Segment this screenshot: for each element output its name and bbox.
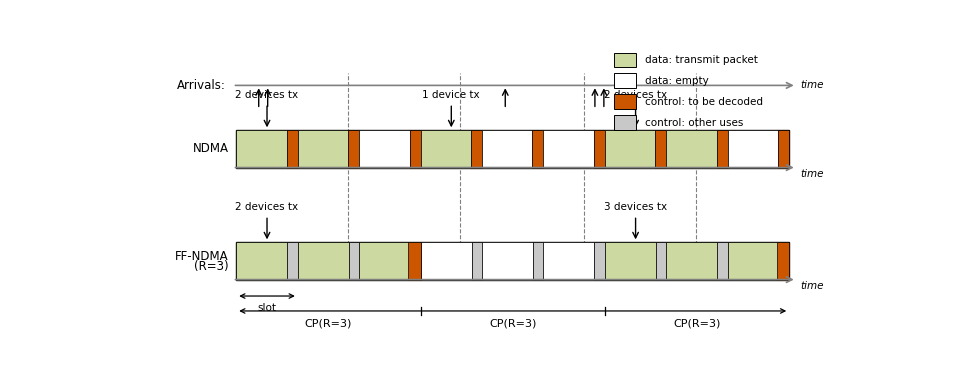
- Bar: [471, 242, 482, 280]
- Bar: [777, 242, 790, 280]
- Bar: [666, 130, 716, 168]
- Bar: [287, 242, 298, 280]
- Bar: [410, 242, 420, 280]
- Bar: [236, 242, 790, 280]
- Text: slot: slot: [257, 303, 277, 313]
- Text: CP(R=3): CP(R=3): [305, 319, 352, 328]
- Bar: [779, 242, 790, 280]
- Bar: [614, 115, 636, 130]
- Text: time: time: [800, 281, 824, 291]
- Text: 3 devices tx: 3 devices tx: [604, 203, 667, 212]
- Bar: [656, 130, 666, 168]
- Bar: [349, 242, 360, 280]
- Text: 1 device tx: 1 device tx: [422, 90, 480, 100]
- Bar: [544, 242, 595, 280]
- Text: Arrivals:: Arrivals:: [176, 79, 226, 92]
- Bar: [614, 52, 636, 68]
- Bar: [482, 130, 532, 168]
- Text: time: time: [800, 80, 824, 90]
- Text: time: time: [800, 169, 824, 179]
- Bar: [410, 130, 420, 168]
- Bar: [595, 242, 604, 280]
- Text: control: to be decoded: control: to be decoded: [645, 97, 763, 107]
- Text: CP(R=3): CP(R=3): [489, 319, 536, 328]
- Bar: [716, 130, 728, 168]
- Bar: [533, 242, 544, 280]
- Text: data: empty: data: empty: [645, 76, 709, 86]
- Bar: [728, 130, 778, 168]
- Text: NDMA: NDMA: [193, 142, 228, 155]
- Bar: [614, 73, 636, 88]
- Bar: [236, 130, 790, 168]
- Bar: [594, 130, 604, 168]
- Text: CP(R=3): CP(R=3): [673, 319, 721, 328]
- Text: 2 devices tx: 2 devices tx: [604, 90, 667, 100]
- Text: (R=3): (R=3): [194, 260, 228, 274]
- Text: FF-NDMA: FF-NDMA: [175, 250, 228, 263]
- Bar: [420, 130, 471, 168]
- Bar: [420, 242, 471, 280]
- Text: control: other uses: control: other uses: [645, 118, 743, 128]
- Bar: [614, 94, 636, 109]
- Bar: [286, 130, 298, 168]
- Bar: [544, 130, 594, 168]
- Bar: [298, 130, 348, 168]
- Text: 2 devices tx: 2 devices tx: [235, 90, 299, 100]
- Bar: [728, 242, 779, 280]
- Bar: [409, 242, 420, 280]
- Text: data: transmit packet: data: transmit packet: [645, 55, 758, 65]
- Bar: [236, 130, 286, 168]
- Bar: [717, 242, 728, 280]
- Bar: [236, 242, 287, 280]
- Bar: [604, 242, 656, 280]
- Bar: [298, 242, 349, 280]
- Bar: [604, 130, 656, 168]
- Bar: [482, 242, 533, 280]
- Bar: [348, 130, 360, 168]
- Bar: [532, 130, 544, 168]
- Bar: [471, 130, 482, 168]
- Bar: [666, 242, 717, 280]
- Text: 2 devices tx: 2 devices tx: [235, 203, 299, 212]
- Bar: [656, 242, 666, 280]
- Bar: [360, 130, 410, 168]
- Bar: [360, 242, 410, 280]
- Bar: [778, 130, 790, 168]
